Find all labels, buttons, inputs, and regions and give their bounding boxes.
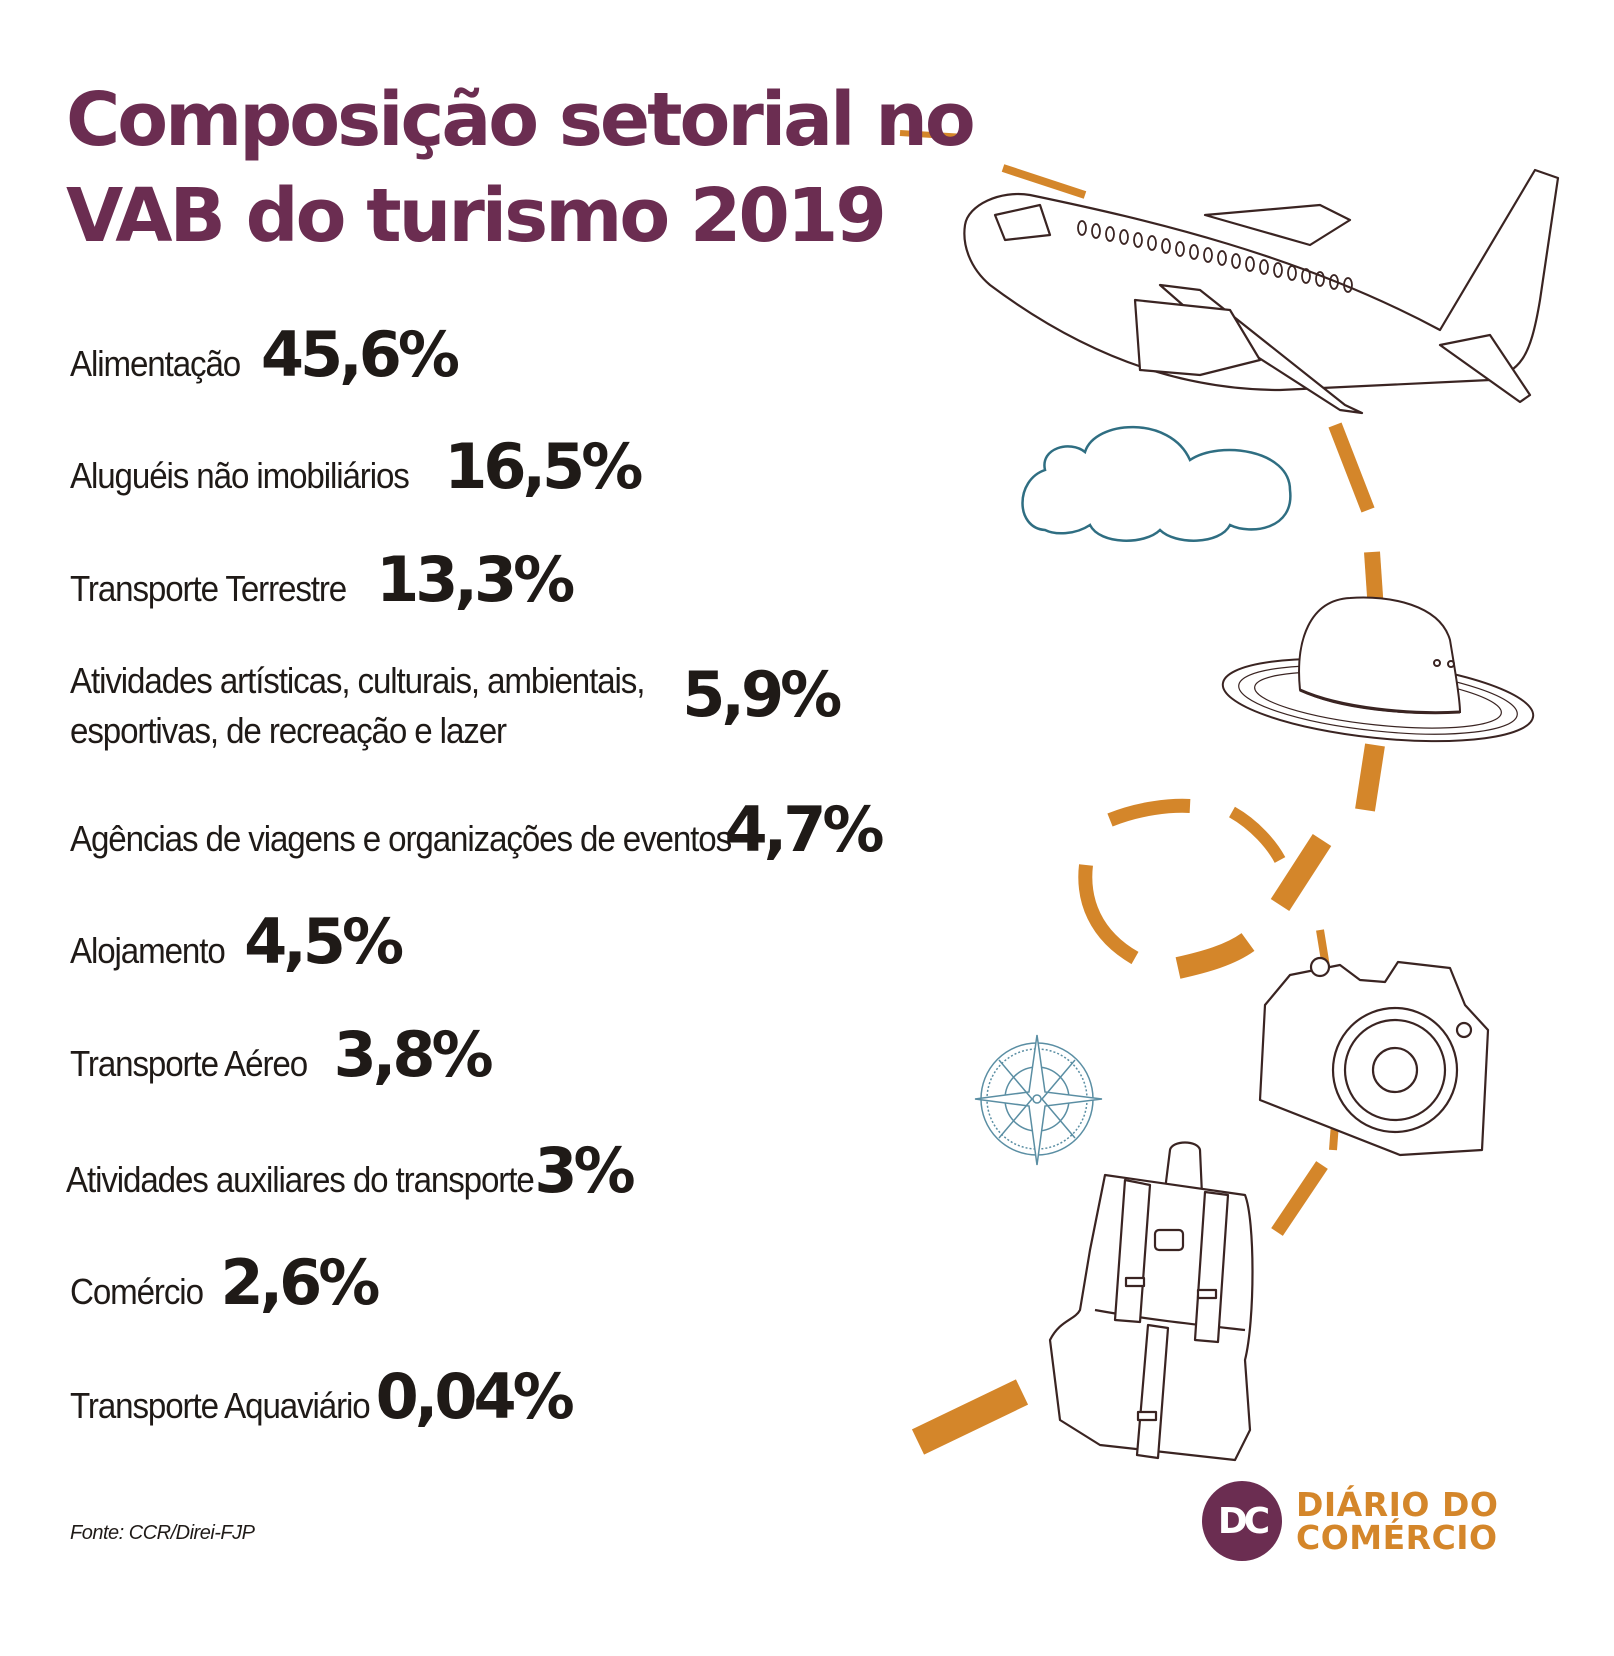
list-item-alugueis: Aluguéis não imobiliários 16,5% xyxy=(70,430,643,503)
logo-wordmark: DIÁRIO DO COMÉRCIO xyxy=(1296,1488,1498,1554)
item-label-line-1: Atividades artísticas, culturais, ambien… xyxy=(70,660,645,701)
list-item-transporte-aquaviario: Transporte Aquaviário 0,04% xyxy=(70,1360,575,1433)
list-item-alojamento: Alojamento 4,5% xyxy=(70,905,404,978)
item-label: Atividades auxiliares do transporte xyxy=(66,1159,535,1200)
item-label: Transporte Aquaviário xyxy=(70,1385,371,1426)
logo-line-2: COMÉRCIO xyxy=(1296,1518,1498,1557)
item-value: 3% xyxy=(534,1134,635,1207)
hat-icon xyxy=(1221,596,1535,743)
item-label: Aluguéis não imobiliários xyxy=(70,455,410,496)
item-label: Agências de viagens e organizações de ev… xyxy=(70,818,732,859)
backpack-icon xyxy=(1048,1141,1254,1462)
item-value: 5,9% xyxy=(682,658,842,731)
title-line-1: Composição setorial no xyxy=(66,77,976,163)
list-item-atividades-auxiliares: Atividades auxiliares do transporte 3% xyxy=(66,1134,636,1207)
list-item-alimentacao: Alimentação 45,6% xyxy=(70,318,460,391)
item-value: 4,5% xyxy=(244,905,404,978)
logo-line-1: DIÁRIO DO xyxy=(1296,1485,1499,1524)
compass-icon xyxy=(974,1034,1103,1166)
item-value: 3,8% xyxy=(333,1018,494,1091)
cloud-icon xyxy=(1021,425,1292,542)
title-line-2: VAB do turismo 2019 xyxy=(66,173,887,259)
brand-logo: DC DIÁRIO DO COMÉRCIO xyxy=(1202,1481,1498,1561)
item-value: 0,04% xyxy=(375,1360,575,1433)
list-item-transporte-aereo: Transporte Aéreo 3,8% xyxy=(70,1018,494,1091)
camera-icon xyxy=(1258,956,1490,1157)
item-value: 4,7% xyxy=(724,793,885,866)
list-item-atividades-artisticas: Atividades artísticas, culturais, ambien… xyxy=(70,656,842,756)
item-label: Alojamento xyxy=(70,930,226,971)
item-value: 45,6% xyxy=(260,318,460,391)
list-item-agencias: Agências de viagens e organizações de ev… xyxy=(70,793,885,866)
item-label: Atividades artísticas, culturais, ambien… xyxy=(70,656,645,756)
item-label: Transporte Aéreo xyxy=(70,1043,308,1084)
logo-badge-icon: DC xyxy=(1202,1481,1282,1561)
item-value: 16,5% xyxy=(444,430,643,503)
list-item-transporte-terrestre: Transporte Terrestre 13,3% xyxy=(70,543,575,616)
item-label-line-2: esportivas, de recreação e lazer xyxy=(70,710,507,751)
source-note: Fonte: CCR/Direi-FJP xyxy=(70,1522,255,1544)
item-value: 2,6% xyxy=(220,1246,380,1319)
airplane-icon xyxy=(963,168,1560,415)
page-title: Composição setorial no VAB do turismo 20… xyxy=(66,72,976,264)
item-label: Transporte Terrestre xyxy=(70,568,347,609)
item-label: Comércio xyxy=(70,1271,204,1312)
list-item-comercio: Comércio 2,6% xyxy=(70,1246,380,1319)
item-value: 13,3% xyxy=(376,543,575,616)
item-label: Alimentação xyxy=(70,343,241,384)
